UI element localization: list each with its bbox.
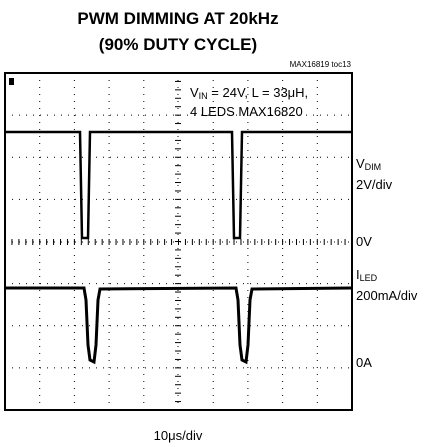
annotation-line: 4 LEDS MAX16820	[190, 104, 303, 119]
figure-code: MAX16819 toc13	[290, 60, 352, 69]
time-scale: 10μs/div	[154, 428, 203, 443]
channel-name: VDIM	[356, 156, 381, 172]
subscript: IN	[199, 91, 208, 101]
title-line: PWM DIMMING AT 20kHz	[77, 9, 278, 28]
iled-trace	[6, 286, 352, 365]
title-line: (90% DUTY CYCLE)	[99, 35, 257, 54]
annotation-line: VIN = 24V, L = 33μH,	[190, 85, 308, 101]
vdim-trace	[6, 130, 351, 240]
channel-scale: 2V/div	[356, 177, 393, 192]
trigger-icon	[9, 78, 14, 85]
text: = 24V, L = 33μH,	[208, 85, 309, 100]
channel-ground: 0V	[356, 234, 372, 249]
text: I	[356, 267, 360, 282]
channel-name: ILED	[356, 267, 378, 283]
channel-scale: 200mA/div	[356, 288, 418, 303]
text: V	[190, 85, 199, 100]
text: V	[356, 156, 365, 171]
subscript: DIM	[365, 162, 382, 172]
subscript: LED	[360, 273, 378, 283]
channel-ground: 0A	[356, 355, 372, 370]
